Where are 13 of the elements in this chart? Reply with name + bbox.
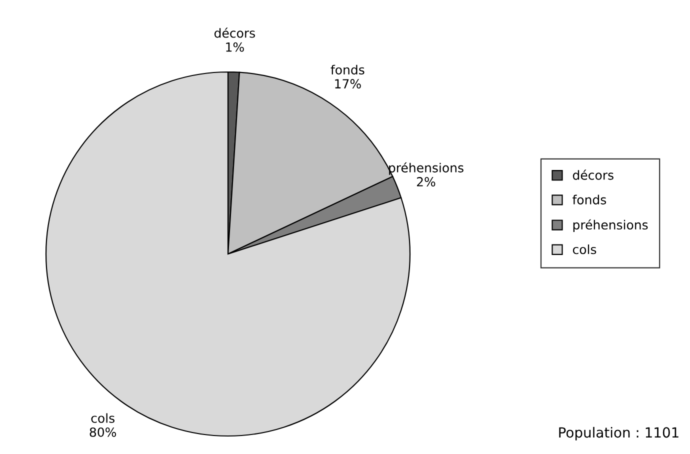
- data-label: 2%: [416, 177, 436, 186]
- legend-label: fonds: [572, 194, 606, 204]
- text: Population : 1101: [559, 426, 678, 440]
- legend-label: décors: [572, 170, 614, 180]
- legend-label: cols: [572, 244, 596, 254]
- slice-label: cols: [91, 413, 114, 423]
- legend-label: préhensions: [573, 219, 648, 232]
- slice-label: préhensions: [389, 162, 464, 175]
- slice-label: décors: [214, 28, 255, 38]
- data-label: 1%: [226, 42, 244, 52]
- slice-label: fonds: [330, 64, 364, 75]
- data-label: 80%: [90, 427, 116, 437]
- data-label: 17%: [335, 79, 361, 89]
